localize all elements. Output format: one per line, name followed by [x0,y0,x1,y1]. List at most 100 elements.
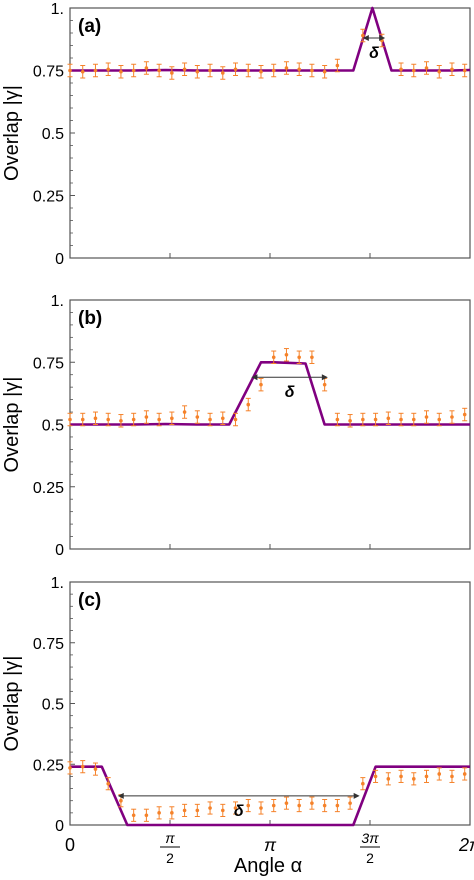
data-point [373,417,378,422]
data-point [233,417,238,422]
data-point [119,418,123,423]
delta-label: δ [369,45,379,62]
data-point [170,811,174,815]
data-point [399,774,403,779]
panel-label: (b) [78,308,102,329]
data-point [437,417,442,422]
data-point [93,767,98,771]
data-point [208,417,212,422]
data-point [322,382,327,387]
data-point [68,68,72,73]
data-point [93,416,98,421]
data-point [80,69,85,74]
data-point [157,68,161,73]
data-point [170,71,174,75]
panel-label: (a) [78,16,101,37]
delta-arrowhead-right [353,792,360,799]
x-tick-label-denominator: 2 [366,850,374,866]
data-point [271,355,276,360]
chart-panel-1: 0 0.25 0.5 0.75 1. Overlap |γ| (a) δ [1,1,471,268]
data-point [68,417,72,422]
y-tick-label: 0.5 [42,418,64,435]
delta-label: δ [285,384,295,401]
data-point [335,63,340,68]
data-point [157,417,161,422]
data-point [93,68,98,73]
data-point [131,813,136,818]
data-point [284,66,289,70]
data-point [259,382,263,387]
data-point [411,417,416,422]
data-point [424,415,429,419]
data-point [220,808,225,813]
data-point [220,416,225,421]
data-point [348,418,352,423]
data-point [68,766,72,770]
data-point [208,68,212,73]
x-tick-label: 0 [65,835,75,855]
data-point [373,774,378,779]
x-tick-label-numerator: 3π [361,830,379,846]
theory-curve [70,765,470,827]
delta-label: δ [234,803,244,820]
data-point [335,803,340,808]
data-point [80,417,85,422]
data-point [170,416,174,421]
data-point [271,68,276,73]
data-point [182,410,187,414]
delta-arrowhead-right [379,35,386,41]
delta-arrowhead-left [117,792,124,799]
data-point [284,801,289,805]
data-point [322,803,327,808]
data-point [246,68,251,73]
data-point [233,806,238,810]
data-point [450,415,454,419]
theory-curve [70,6,471,72]
data-point [361,33,365,38]
y-tick-label: 0.75 [33,64,64,81]
data-point [144,415,149,419]
data-point [411,68,416,73]
x-tick-label: π [264,835,277,855]
y-tick-label: 0 [55,542,64,559]
data-point [195,808,200,813]
data-point [246,803,251,808]
y-tick-label: 1. [51,293,64,310]
data-point [182,808,187,813]
y-axis-label: Overlap |γ| [1,85,23,181]
data-point [462,772,467,776]
data-point [386,416,391,421]
data-point [386,777,391,781]
data-point [131,417,136,422]
y-tick-label: 0.25 [33,480,64,497]
data-point [131,68,136,73]
data-point [424,66,429,70]
data-point [310,801,314,805]
y-tick-label: 0.25 [33,189,64,206]
data-point [399,67,403,72]
data-point [208,806,212,810]
data-point [424,774,429,779]
data-point [462,412,467,417]
y-tick-label: 0.75 [33,355,64,372]
x-axis-label: Angle α [234,855,302,877]
data-point [157,811,161,815]
data-point [297,803,301,808]
data-point [335,417,340,422]
y-tick-label: 1. [51,575,64,592]
data-point [361,781,365,786]
data-point [348,801,352,805]
plot-frame [69,7,471,259]
data-point [119,798,123,803]
data-point [259,69,263,74]
plot-frame [69,581,471,826]
y-tick-label: 1. [51,1,64,18]
chart-panel-2: 0 0.25 0.5 0.75 1. Overlap |γ| (b) δ [1,293,471,559]
chart-panel-3: 00.250.50.751.Overlap |γ|(c)0π2π3π22πδ [1,575,474,866]
delta-arrowhead-left [251,374,258,381]
data-point [310,68,314,73]
data-point [462,68,467,73]
y-tick-label: 0.25 [33,757,64,774]
